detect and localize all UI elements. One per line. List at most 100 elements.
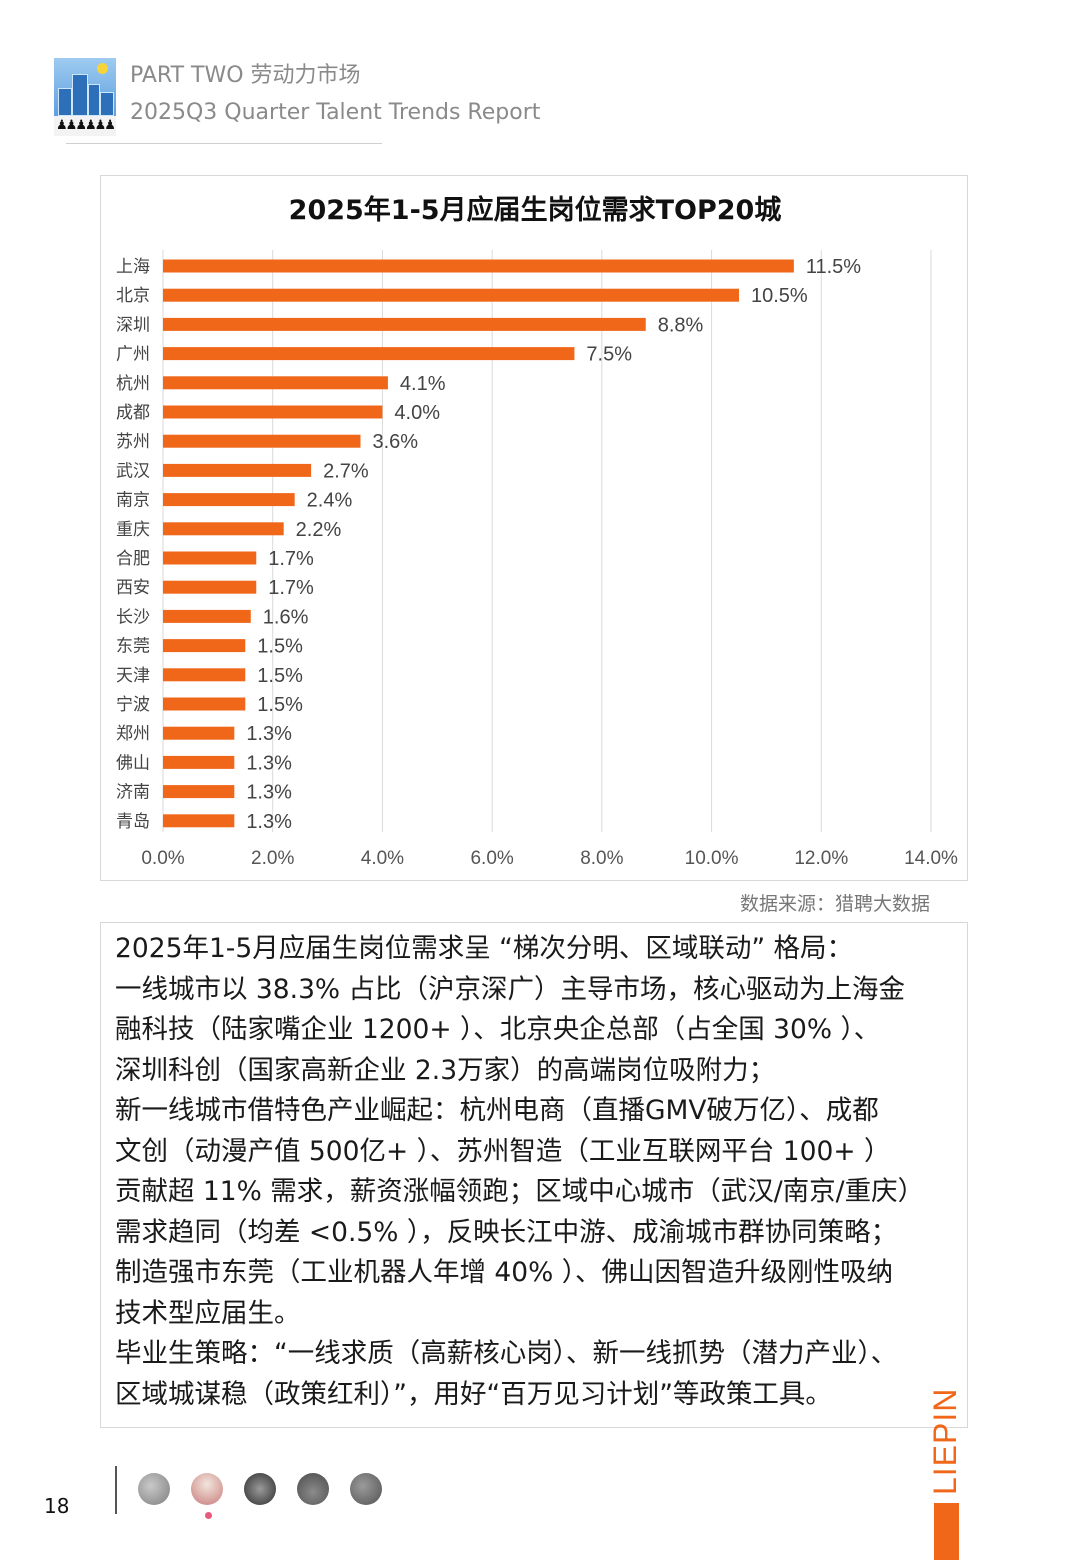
x-tick-label: 6.0% [470,848,513,869]
data-label: 1.5% [257,636,303,658]
category-label: 苏州 [116,432,150,452]
brand-bar [934,1503,959,1560]
analysis-line: 毕业生策略：“一线求质（高薪核心岗）、新一线抓势（潜力产业）、 [115,1338,898,1369]
avatar[interactable] [350,1473,382,1505]
bar [163,726,235,740]
x-tick-label: 10.0% [685,848,739,869]
data-label: 1.3% [246,752,292,774]
category-label: 济南 [116,783,150,803]
bar [163,434,361,448]
bar [163,493,295,507]
bar [163,639,246,653]
category-label: 武汉 [116,461,150,481]
bar [163,668,246,682]
category-label: 长沙 [116,607,150,627]
avatar[interactable] [297,1473,329,1505]
brand-logo: LIEPIN [927,1388,963,1495]
x-tick-label: 0.0% [141,848,184,869]
analysis-line: 区域城谋稳（政策红利）”，用好“百万见习计划”等政策工具。 [115,1378,832,1410]
category-label: 上海 [116,257,150,277]
analysis-line: 新一线城市借特色产业崛起：杭州电商（直播GMV破万亿）、成都 [115,1095,879,1126]
bar [163,317,646,331]
data-label: 3.6% [372,431,418,453]
data-label: 1.6% [263,606,309,628]
data-label: 1.7% [268,577,314,599]
avatar-row [138,1473,382,1505]
analysis-line: 深圳科创（国家高新企业 2.3万家）的高端岗位吸附力； [115,1054,776,1086]
category-label: 佛山 [116,753,150,773]
data-label: 10.5% [751,285,808,307]
category-label: 广州 [116,345,150,365]
bar [163,405,383,419]
category-label: 青岛 [116,812,150,832]
analysis-line: 文创（动漫产值 500亿+ ）、苏州智造（工业互联网平台 100+ ） [115,1135,891,1167]
data-label: 1.3% [246,811,292,833]
bar [163,288,739,302]
chart-frame [100,175,968,881]
bar [163,755,235,769]
x-tick-label: 12.0% [794,848,848,869]
category-label: 西安 [116,578,150,598]
bar [163,697,246,711]
analysis-frame [100,922,968,1428]
x-tick-label: 2.0% [251,848,294,869]
data-label: 4.0% [394,402,440,424]
avatar[interactable] [191,1473,223,1505]
category-label: 北京 [116,286,150,306]
data-label: 1.7% [268,548,314,570]
x-tick-label: 4.0% [361,848,404,869]
analysis-text: 2025年1-5月应届生岗位需求呈 “梯次分明、区域联动” 格局： 一线城市以 3… [115,929,965,1415]
bar [163,609,251,623]
category-label: 成都 [116,403,150,423]
category-label: 东莞 [116,637,150,657]
avatar[interactable] [138,1473,170,1505]
chart-title: 2025年1-5月应届生岗位需求TOP20城 [288,195,782,226]
footer-divider [115,1466,117,1514]
bar [163,259,794,273]
category-label: 深圳 [116,315,150,335]
bar [163,522,284,536]
avatar[interactable] [244,1473,276,1505]
data-label: 2.4% [307,490,353,512]
data-source: 数据来源：猎聘大数据 [739,893,930,915]
data-label: 1.3% [246,782,292,804]
bar [163,814,235,828]
data-label: 4.1% [400,373,446,395]
data-label: 2.7% [323,460,369,482]
data-label: 11.5% [806,256,861,278]
bar [163,551,257,565]
report-logo: ♟♟♟♟♟♟ [54,58,116,136]
data-label: 1.5% [257,665,303,687]
bar [163,785,235,799]
analysis-line: 制造强市东莞（工业机器人年增 40% ）、佛山因智造升级刚性吸纳 [115,1257,893,1288]
bar [163,463,312,477]
bar [163,376,388,390]
category-label: 天津 [116,666,150,686]
category-label: 宁波 [116,695,150,715]
category-label: 南京 [116,491,150,511]
analysis-line: 融科技（陆家嘴企业 1200+ ）、北京央企总部（占全国 30% ）、 [115,1014,881,1045]
x-tick-label: 14.0% [904,848,958,869]
data-label: 1.3% [246,723,292,745]
data-label: 2.2% [296,519,342,541]
data-label: 8.8% [658,314,704,336]
svg-text:LIEPIN: LIEPIN [927,1388,963,1495]
bar [163,580,257,594]
category-label: 杭州 [116,374,150,394]
analysis-line: 2025年1-5月应届生岗位需求呈 “梯次分明、区域联动” 格局： [115,933,854,964]
active-dot [205,1512,212,1519]
data-label: 1.5% [257,694,303,716]
x-tick-label: 8.0% [580,848,623,869]
analysis-line: 需求趋同（均差 <0.5% ），反映长江中游、成渝城市群协同策略； [115,1216,898,1248]
analysis-line: 技术型应届生。 [115,1297,301,1329]
bar [163,347,575,361]
bar-chart: 0.0% 2.0% 4.0% 6.0% 8.0% 10.0% 12.0% 14.0% 上海 11.… [116,250,958,869]
category-label: 合肥 [116,549,150,569]
page-number: 18 [44,1494,70,1518]
analysis-line: 一线城市以 38.3% 占比（沪京深广）主导市场，核心驱动为上海金 [115,973,906,1005]
analysis-line: 贡献超 11% 需求，薪资涨幅领跑；区域中心城市（武汉/南京/重庆） [115,1176,925,1207]
data-label: 7.5% [586,344,632,366]
category-label: 郑州 [116,724,150,744]
report-title: 2025Q3 Quarter Talent Trends Report [130,100,541,125]
header-divider [66,143,382,144]
